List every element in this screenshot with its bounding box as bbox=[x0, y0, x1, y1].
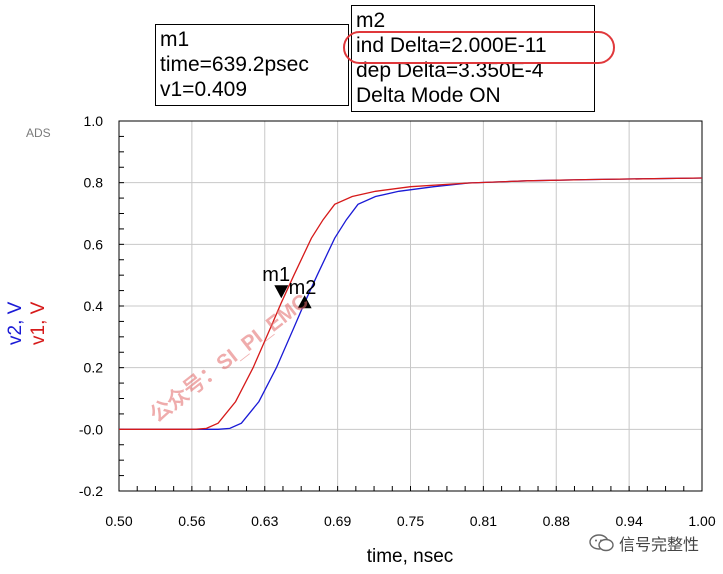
m2-title: m2 bbox=[356, 9, 386, 32]
x-tick-label: 0.63 bbox=[251, 513, 278, 529]
y-tick-label: 0.8 bbox=[84, 175, 104, 191]
marker-m1-readout: m1 time=639.2psec v1=0.409 bbox=[155, 24, 349, 106]
ads-label: ADS bbox=[26, 126, 51, 140]
m1-value: v1=0.409 bbox=[160, 78, 247, 101]
x-tick-label: 0.81 bbox=[470, 513, 497, 529]
highlight-oval bbox=[343, 31, 615, 64]
y-tick-label: 0.2 bbox=[84, 360, 104, 376]
marker-m1-label: m1 bbox=[262, 264, 290, 286]
m1-time: time=639.2psec bbox=[160, 53, 309, 76]
marker-m1-symbol bbox=[274, 285, 289, 299]
m2-delta-mode: Delta Mode ON bbox=[356, 84, 501, 107]
x-tick-label: 0.75 bbox=[397, 513, 424, 529]
m1-title: m1 bbox=[160, 28, 190, 51]
y-tick-label: 1.0 bbox=[84, 113, 104, 129]
wechat-icon bbox=[589, 534, 614, 552]
brand-text: 信号完整性 bbox=[618, 537, 699, 554]
y-tick-label: -0.0 bbox=[79, 421, 103, 437]
y-tick-label: 0.6 bbox=[84, 236, 104, 252]
marker-m2-label: m2 bbox=[289, 277, 317, 299]
x-tick-label: 0.56 bbox=[178, 513, 205, 529]
x-tick-label: 0.50 bbox=[105, 513, 132, 529]
m2-dep-delta: dep Delta=3.350E-4 bbox=[356, 59, 544, 82]
x-tick-label: 1.00 bbox=[688, 513, 715, 529]
marker-m2-symbol bbox=[297, 295, 312, 309]
brand-footer: 信号完整性 bbox=[589, 531, 699, 555]
x-tick-label: 0.94 bbox=[616, 513, 643, 529]
x-axis-title: time, nsec bbox=[366, 546, 454, 567]
y-tick-label: -0.2 bbox=[79, 483, 103, 499]
x-tick-label: 0.88 bbox=[543, 513, 570, 529]
y-tick-label: 0.4 bbox=[84, 298, 104, 314]
m2-ind-delta: ind Delta=2.000E-11 bbox=[356, 34, 547, 57]
x-tick-label: 0.69 bbox=[324, 513, 351, 529]
series-line-v1 bbox=[119, 177, 703, 430]
marker-m2-readout: m2 ind Delta=2.000E-11 dep Delta=3.350E-… bbox=[351, 5, 595, 112]
